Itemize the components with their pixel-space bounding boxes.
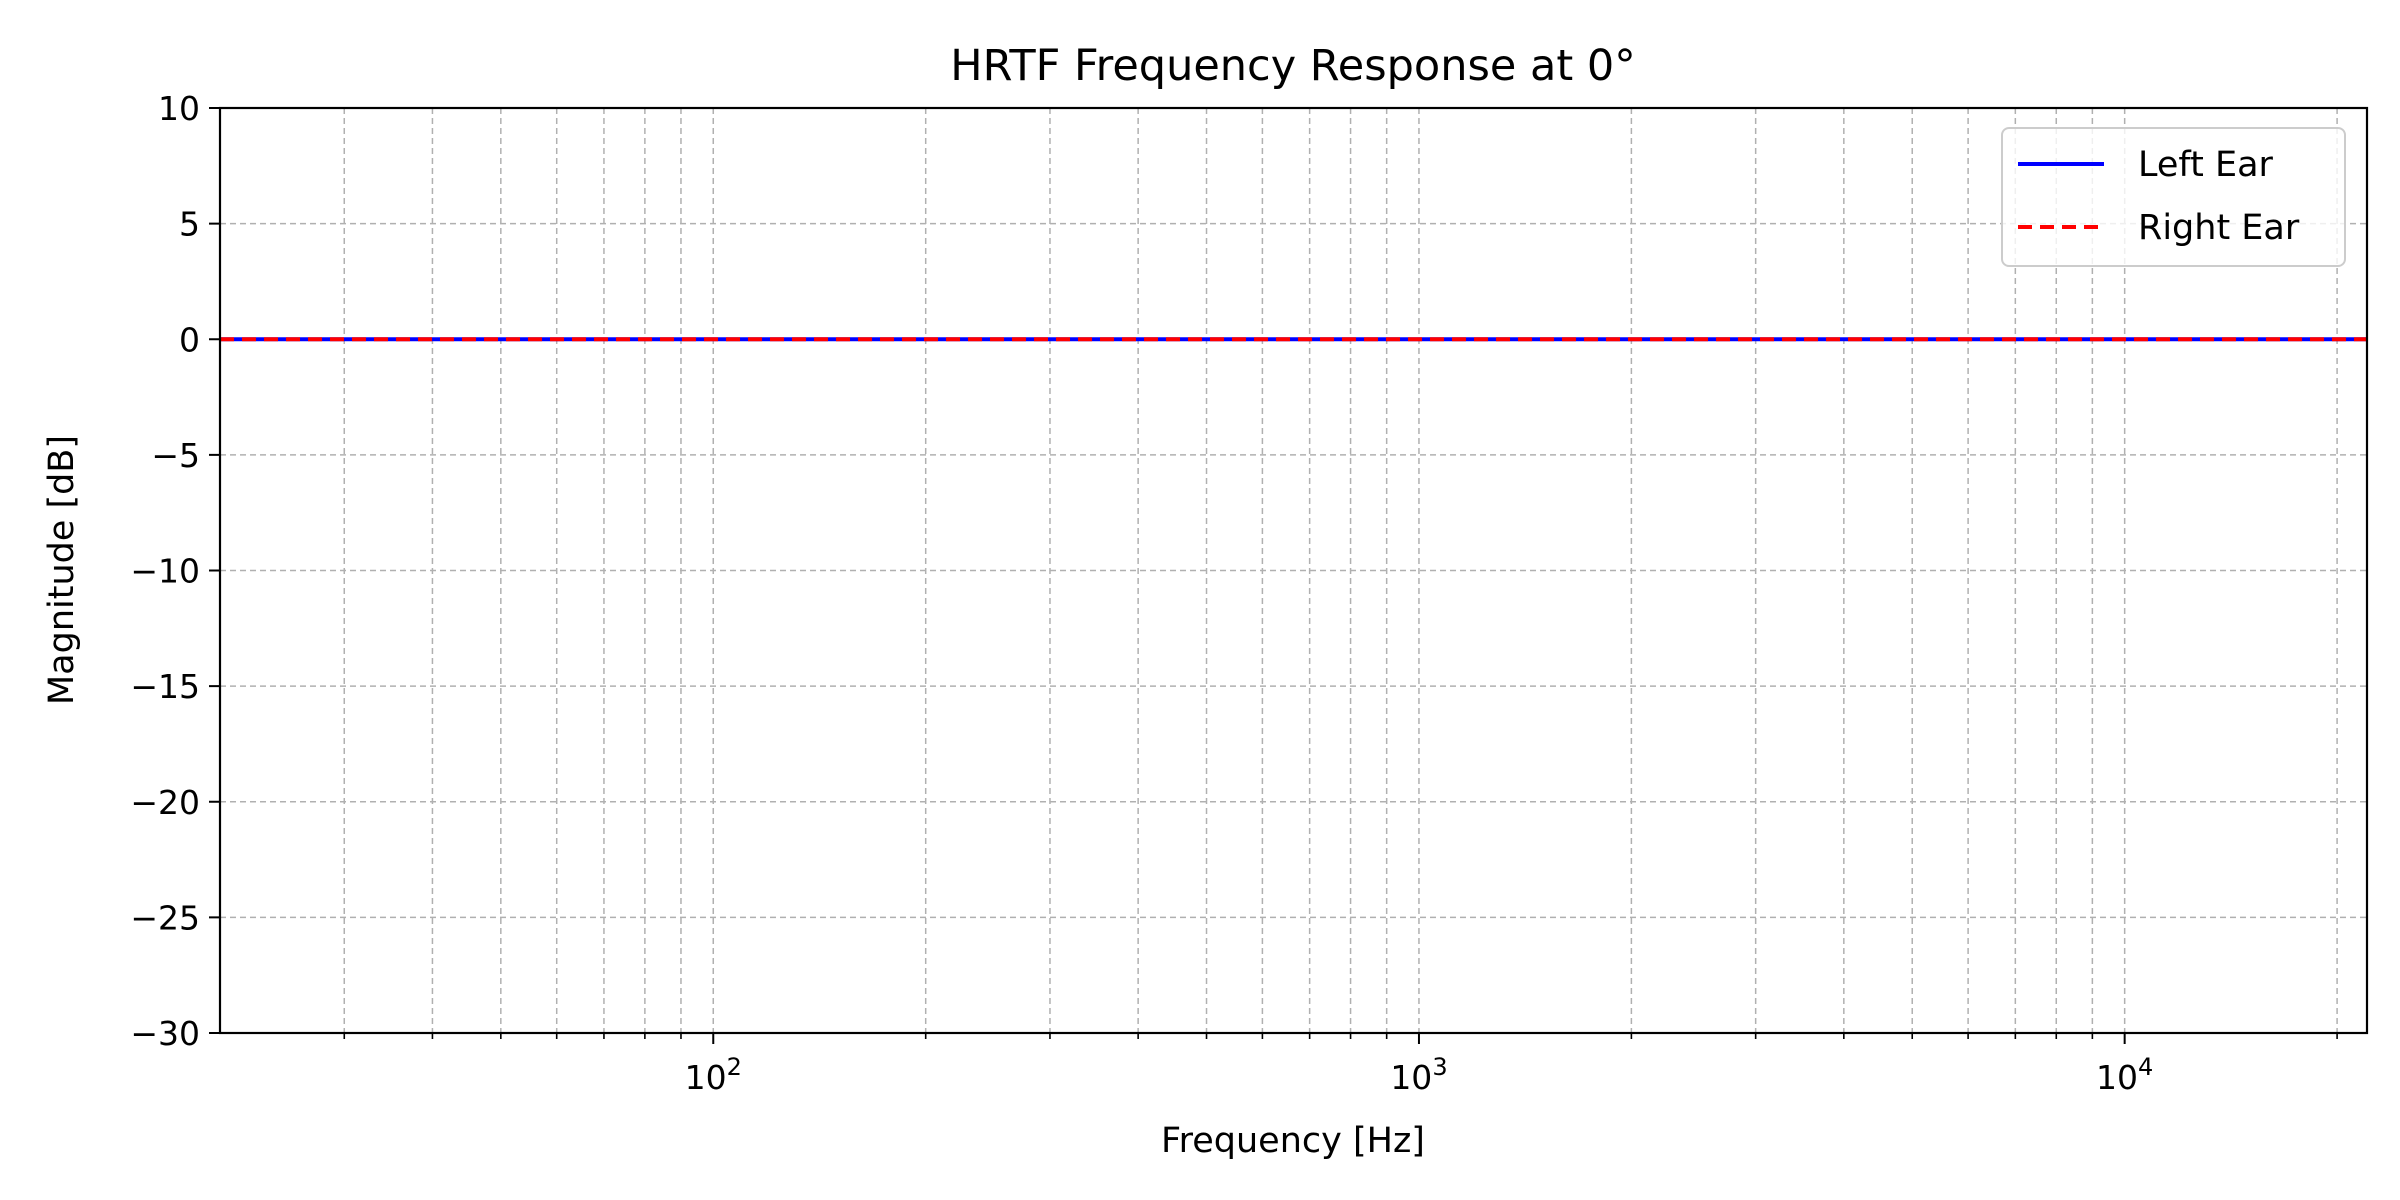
chart-title: HRTF Frequency Response at 0°	[950, 41, 1635, 91]
y-tick-label: −20	[130, 783, 200, 822]
x-tick-label: 102	[685, 1053, 742, 1097]
x-tick-label: 104	[2096, 1053, 2153, 1097]
y-tick-label: −30	[130, 1014, 200, 1053]
y-tick-label: 5	[179, 205, 200, 244]
y-tick-label: −5	[151, 436, 200, 475]
y-tick-label: 0	[179, 320, 200, 359]
y-axis-title: Magnitude [dB]	[42, 435, 82, 705]
legend-label-right-ear: Right Ear	[2138, 208, 2300, 248]
y-tick-label: −15	[130, 667, 200, 706]
grid	[220, 108, 2367, 1033]
legend: Left Ear Right Ear	[2001, 127, 2346, 267]
y-tick-label: −25	[130, 898, 200, 937]
ticks: 10 5 0 −5 −10 −15 −20 −25 −30 102 103 104	[130, 89, 2338, 1097]
x-axis-title: Frequency [Hz]	[1161, 1121, 1425, 1161]
x-tick-label: 103	[1390, 1053, 1447, 1097]
legend-label-left-ear: Left Ear	[2138, 145, 2274, 185]
y-tick-label: −10	[130, 552, 200, 591]
y-tick-label: 10	[158, 89, 200, 128]
